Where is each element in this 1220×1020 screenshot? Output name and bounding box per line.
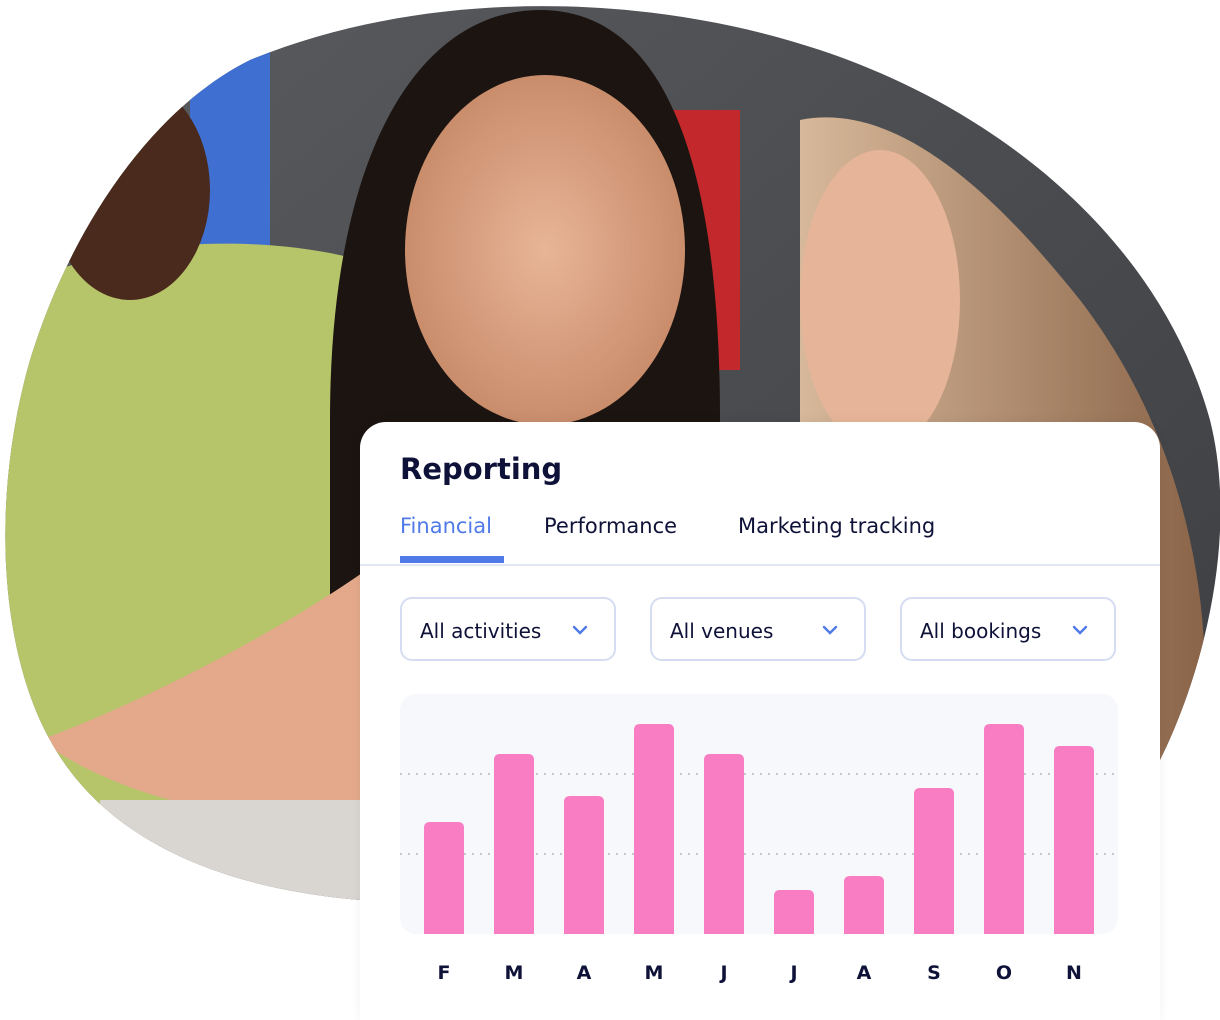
chevron-down-icon [822,625,838,635]
x-tick-label: M [644,962,664,984]
x-tick-label: J [720,962,728,984]
reporting-card: Reporting Financial Performance Marketin… [360,422,1160,1020]
tab-marketing-tracking[interactable]: Marketing tracking [738,514,936,538]
page-title: Reporting [400,452,563,486]
bar-M [634,724,674,934]
chevron-down-icon [1072,625,1088,635]
x-tick-label: N [1066,962,1082,984]
x-tick-label: F [437,962,451,984]
bar-N [1054,746,1094,934]
activities-dropdown[interactable]: All activities [400,597,616,661]
bar-chart-svg [400,724,1118,934]
x-tick-label: A [576,962,592,984]
bar-A [564,796,604,934]
x-tick-label: J [790,962,798,984]
bar-O [984,724,1024,934]
chevron-down-icon [572,625,588,635]
dropdown-value: All venues [670,619,774,643]
bar-M [494,754,534,934]
bookings-dropdown[interactable]: All bookings [900,597,1116,661]
x-tick-label: S [927,962,941,984]
venues-dropdown[interactable]: All venues [650,597,866,661]
bar-F [424,822,464,934]
bar-chart [400,694,1118,934]
active-tab-indicator [400,556,504,563]
x-tick-label: O [995,962,1013,984]
x-tick-label: M [504,962,524,984]
dropdown-value: All activities [420,619,542,643]
tab-divider [360,564,1160,566]
bar-S [914,788,954,934]
bar-A [844,876,884,934]
tab-performance[interactable]: Performance [544,514,678,538]
bar-J [704,754,744,934]
x-tick-label: A [856,962,872,984]
tab-financial[interactable]: Financial [400,514,492,538]
bar-J [774,890,814,934]
dropdown-value: All bookings [920,619,1042,643]
